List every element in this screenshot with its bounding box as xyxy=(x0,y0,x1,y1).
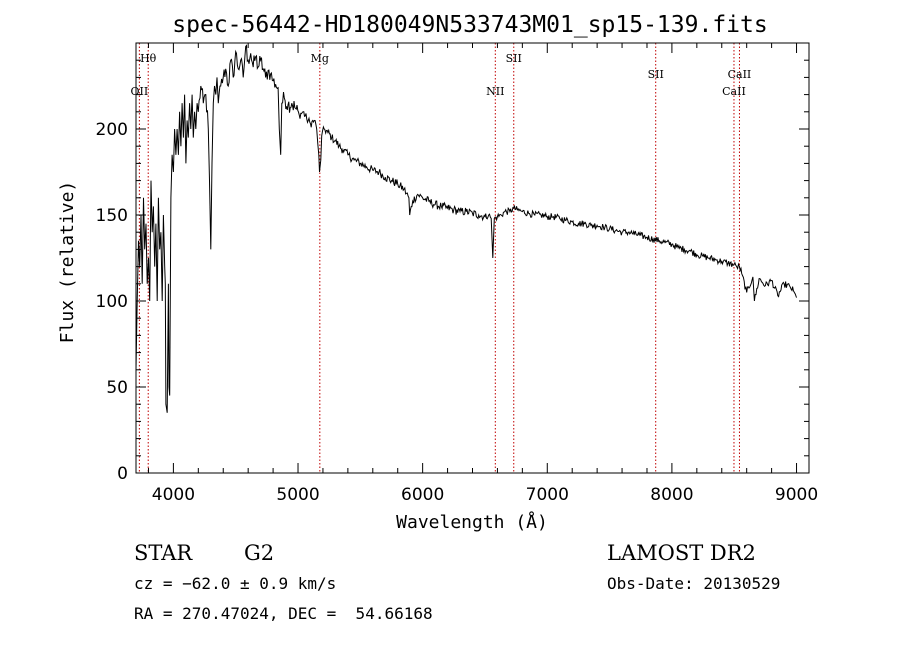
y-tick-label: 50 xyxy=(106,378,128,398)
object-type: STAR xyxy=(134,541,193,565)
chart-title: spec-56442-HD180049N533743M01_sp15-139.f… xyxy=(172,12,767,38)
x-tick-label: 7000 xyxy=(526,485,569,505)
y-axis-label: Flux (relative) xyxy=(57,181,78,344)
emission-line-labels: Hθ OII Mg NII SII SII CaII CaII xyxy=(131,52,752,98)
observation-date: Obs-Date: 20130529 xyxy=(607,574,780,593)
redshift-readout: cz = −62.0 ± 0.9 km/s xyxy=(134,574,336,593)
y-tick-label: 150 xyxy=(96,206,128,226)
survey-name: LAMOST DR2 xyxy=(607,541,756,565)
coordinates-readout: RA = 270.47024, DEC = 54.66168 xyxy=(134,604,433,623)
emission-line-label: CaII xyxy=(728,68,752,81)
y-axis-ticks: 0 50 100 150 200 xyxy=(96,59,809,484)
emission-line-label: NII xyxy=(486,85,504,98)
emission-line-label: SII xyxy=(648,68,664,81)
emission-line-label: Mg xyxy=(311,52,329,65)
y-tick-label: 0 xyxy=(117,464,128,484)
x-tick-label: 5000 xyxy=(276,485,319,505)
spectrum-line xyxy=(135,44,797,413)
x-tick-label: 6000 xyxy=(401,485,444,505)
emission-line-label: CaII xyxy=(722,85,746,98)
emission-line-label: OII xyxy=(131,85,149,98)
y-tick-label: 100 xyxy=(96,292,128,312)
emission-line-label: Hθ xyxy=(140,52,157,65)
x-tick-label: 4000 xyxy=(152,485,195,505)
y-tick-label: 200 xyxy=(96,120,128,140)
x-axis-ticks: 4000 5000 6000 7000 8000 9000 xyxy=(147,43,818,505)
emission-line-markers xyxy=(138,43,740,473)
x-axis-label: Wavelength (Å) xyxy=(396,511,548,533)
spectral-subclass: G2 xyxy=(244,541,274,565)
x-tick-label: 9000 xyxy=(775,485,818,505)
x-tick-label: 8000 xyxy=(650,485,693,505)
emission-line-label: SII xyxy=(506,52,522,65)
